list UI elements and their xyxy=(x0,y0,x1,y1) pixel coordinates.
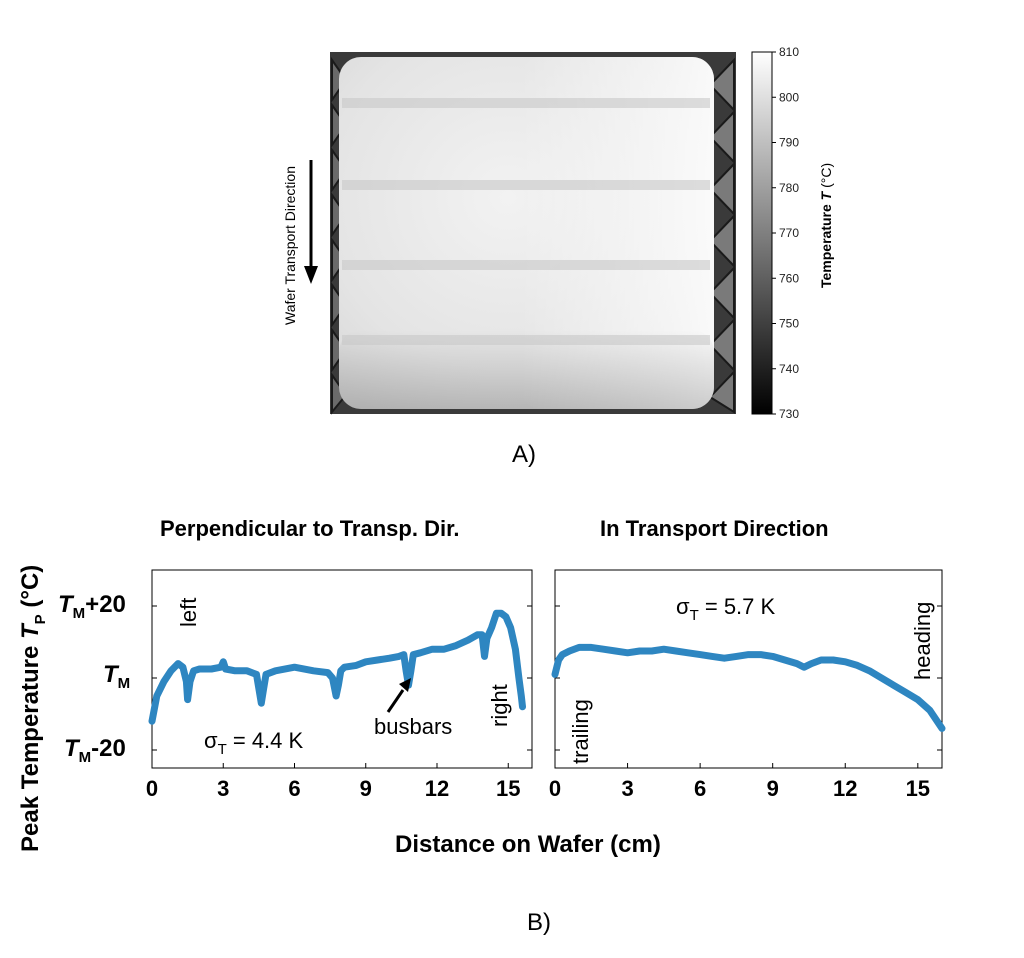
colorbar-tick-label: 740 xyxy=(779,362,799,376)
annotation-heading: heading xyxy=(910,602,935,680)
series-line-perpendicular xyxy=(148,609,526,725)
y-tick-label-plus20: TM+20 xyxy=(58,591,126,622)
x-tick-label: 12 xyxy=(425,776,449,801)
busbar-shadows xyxy=(342,98,710,345)
panel-a-label: A) xyxy=(512,441,536,468)
plot-frame-perpendicular xyxy=(151,569,533,769)
x-tick-label: 9 xyxy=(360,776,372,801)
x-tick-label: 6 xyxy=(694,776,706,801)
x-tick-label: 15 xyxy=(906,776,930,801)
series-line-transport xyxy=(551,643,946,732)
chart-title-transport: In Transport Direction xyxy=(600,516,829,541)
x-tick-label: 9 xyxy=(767,776,779,801)
x-tick-label: 0 xyxy=(146,776,158,801)
colorbar-tick-label: 760 xyxy=(779,271,799,285)
x-tick-label: 3 xyxy=(621,776,633,801)
colorbar-tick-label: 770 xyxy=(779,226,799,240)
chart-perpendicular: Perpendicular to Transp. Dir. 0 3 6 9 12 15 xyxy=(146,516,533,801)
transport-arrow-icon xyxy=(304,160,318,284)
colorbar-gradient xyxy=(751,51,773,415)
x-tick-label: 3 xyxy=(217,776,229,801)
colorbar-tick-label: 730 xyxy=(779,407,799,421)
x-tick-label: 6 xyxy=(288,776,300,801)
colorbar-tick-label: 780 xyxy=(779,181,799,195)
colorbar-tick-label: 810 xyxy=(779,45,799,59)
annotation-right: right xyxy=(487,684,512,727)
chart-title-perpendicular: Perpendicular to Transp. Dir. xyxy=(160,516,460,541)
x-axis-label: Distance on Wafer (cm) xyxy=(395,831,661,858)
x-tick-label: 0 xyxy=(549,776,561,801)
annotation-trailing: trailing xyxy=(568,699,593,764)
annotation-left: left xyxy=(176,598,201,627)
thermal-image xyxy=(330,52,736,415)
y-tick-label-minus20: TM-20 xyxy=(64,735,126,766)
wafer-transport-direction-label: Wafer Transport Direction xyxy=(282,166,298,325)
colorbar-tick-label: 750 xyxy=(779,317,799,331)
y-tick-labels: TM+20 TM TM-20 xyxy=(58,591,130,766)
panel-b-label: B) xyxy=(527,909,551,936)
colorbar-tick-label: 790 xyxy=(779,136,799,150)
y-axis-label: Peak Temperature TP (°C) xyxy=(17,565,49,852)
axis-ticks-perpendicular: 0 3 6 9 12 15 xyxy=(146,605,532,801)
annotation-busbars: busbars xyxy=(374,714,452,739)
annotation-sigma-transport: σT = 5.7 K xyxy=(676,594,776,624)
wafer-bottom-shade xyxy=(339,330,714,409)
chart-transport: In Transport Direction 0 3 6 9 12 15 xyxy=(549,516,946,801)
colorbar-tick-label: 800 xyxy=(779,90,799,104)
busbars-arrow-icon xyxy=(386,678,411,713)
annotation-sigma-perpendicular: σT = 4.4 K xyxy=(204,728,304,758)
x-tick-label: 15 xyxy=(496,776,520,801)
colorbar-title: Temperature T (°C) xyxy=(818,163,834,288)
colorbar: 810 800 790 780 770 760 750 740 730 Temperature … xyxy=(751,45,834,421)
axis-ticks-transport: 0 3 6 9 12 15 xyxy=(549,605,942,801)
y-tick-label-base: TM xyxy=(103,661,130,692)
belt-pattern-right xyxy=(708,57,735,414)
wafer-hot-side xyxy=(520,57,714,409)
colorbar-ticks: 810 800 790 780 770 760 750 740 730 xyxy=(772,45,799,421)
x-tick-label: 12 xyxy=(833,776,857,801)
